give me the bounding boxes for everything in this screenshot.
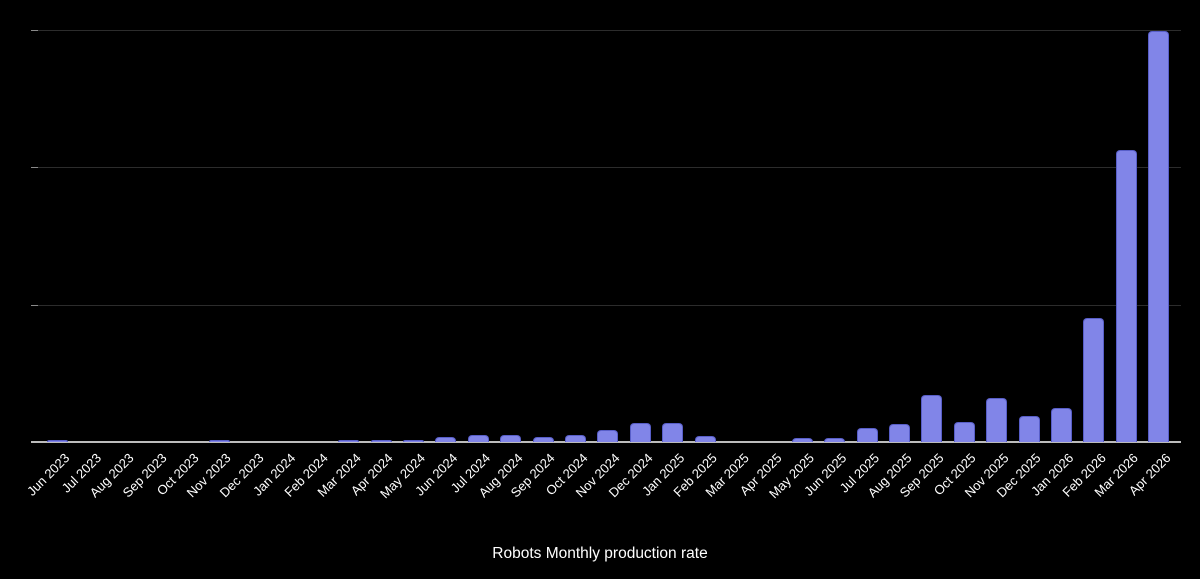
bar-apr-2026[interactable] xyxy=(1148,31,1170,442)
x-axis-line xyxy=(31,441,1181,443)
bar-dec-2025[interactable] xyxy=(1018,415,1040,442)
bar-jun-2023[interactable] xyxy=(46,439,68,442)
bar-jul-2025[interactable] xyxy=(856,428,878,442)
axis-tick xyxy=(31,304,38,306)
bar-aug-2025[interactable] xyxy=(888,424,910,442)
bar-oct-2025[interactable] xyxy=(953,422,975,442)
bar-jul-2024[interactable] xyxy=(467,435,489,442)
bar-nov-2023[interactable] xyxy=(208,439,230,442)
bar-jun-2024[interactable] xyxy=(435,437,457,442)
bar-sep-2025[interactable] xyxy=(921,395,943,442)
axis-tick xyxy=(31,30,38,31)
bar-apr-2024[interactable] xyxy=(370,439,392,442)
bar-feb-2026[interactable] xyxy=(1083,318,1105,442)
gridline xyxy=(31,304,1181,306)
bar-feb-2025[interactable] xyxy=(694,436,716,442)
plot-area[interactable] xyxy=(31,30,1181,443)
bar-may-2024[interactable] xyxy=(402,439,424,442)
bar-sep-2024[interactable] xyxy=(532,437,554,442)
bar-jun-2025[interactable] xyxy=(824,438,846,442)
chart-title: Robots Monthly production rate xyxy=(492,545,708,562)
bar-aug-2024[interactable] xyxy=(500,435,522,442)
bar-jan-2026[interactable] xyxy=(1050,407,1072,442)
bar-mar-2024[interactable] xyxy=(338,439,360,442)
bar-dec-2024[interactable] xyxy=(629,422,651,442)
bar-mar-2026[interactable] xyxy=(1115,149,1137,442)
gridline xyxy=(31,30,1181,31)
bar-oct-2024[interactable] xyxy=(564,435,586,442)
bar-nov-2025[interactable] xyxy=(986,398,1008,442)
gridline xyxy=(31,167,1181,169)
axis-tick xyxy=(31,167,38,169)
bar-nov-2024[interactable] xyxy=(597,430,619,442)
bar-may-2025[interactable] xyxy=(791,438,813,442)
bar-jan-2025[interactable] xyxy=(662,422,684,442)
